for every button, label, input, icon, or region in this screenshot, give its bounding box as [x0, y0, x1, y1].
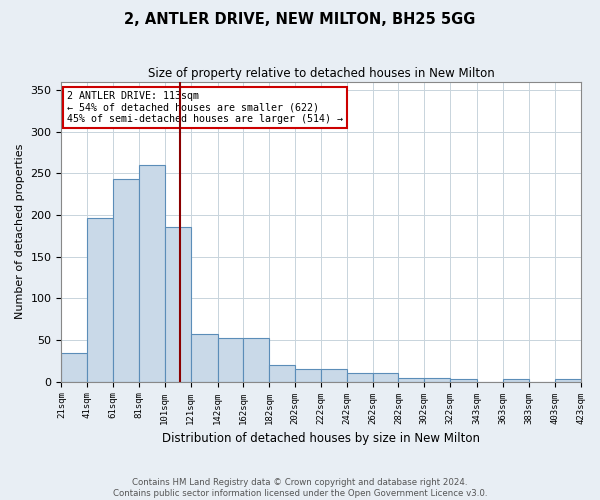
Bar	[554, 379, 581, 382]
Bar	[218, 338, 244, 382]
Bar	[450, 379, 477, 382]
Bar	[347, 374, 373, 382]
Bar	[373, 374, 398, 382]
Title: Size of property relative to detached houses in New Milton: Size of property relative to detached ho…	[148, 68, 494, 80]
Bar	[87, 218, 113, 382]
Bar	[295, 369, 321, 382]
Bar	[503, 379, 529, 382]
Bar	[321, 369, 347, 382]
Bar	[139, 165, 165, 382]
Bar	[61, 352, 87, 382]
Text: Contains HM Land Registry data © Crown copyright and database right 2024.
Contai: Contains HM Land Registry data © Crown c…	[113, 478, 487, 498]
Text: 2, ANTLER DRIVE, NEW MILTON, BH25 5GG: 2, ANTLER DRIVE, NEW MILTON, BH25 5GG	[124, 12, 476, 28]
Bar	[424, 378, 450, 382]
Bar	[113, 179, 139, 382]
Text: 2 ANTLER DRIVE: 113sqm
← 54% of detached houses are smaller (622)
45% of semi-de: 2 ANTLER DRIVE: 113sqm ← 54% of detached…	[67, 90, 343, 124]
Bar	[165, 226, 191, 382]
X-axis label: Distribution of detached houses by size in New Milton: Distribution of detached houses by size …	[162, 432, 480, 445]
Y-axis label: Number of detached properties: Number of detached properties	[15, 144, 25, 320]
Bar	[398, 378, 424, 382]
Bar	[191, 334, 218, 382]
Bar	[244, 338, 269, 382]
Bar	[269, 365, 295, 382]
